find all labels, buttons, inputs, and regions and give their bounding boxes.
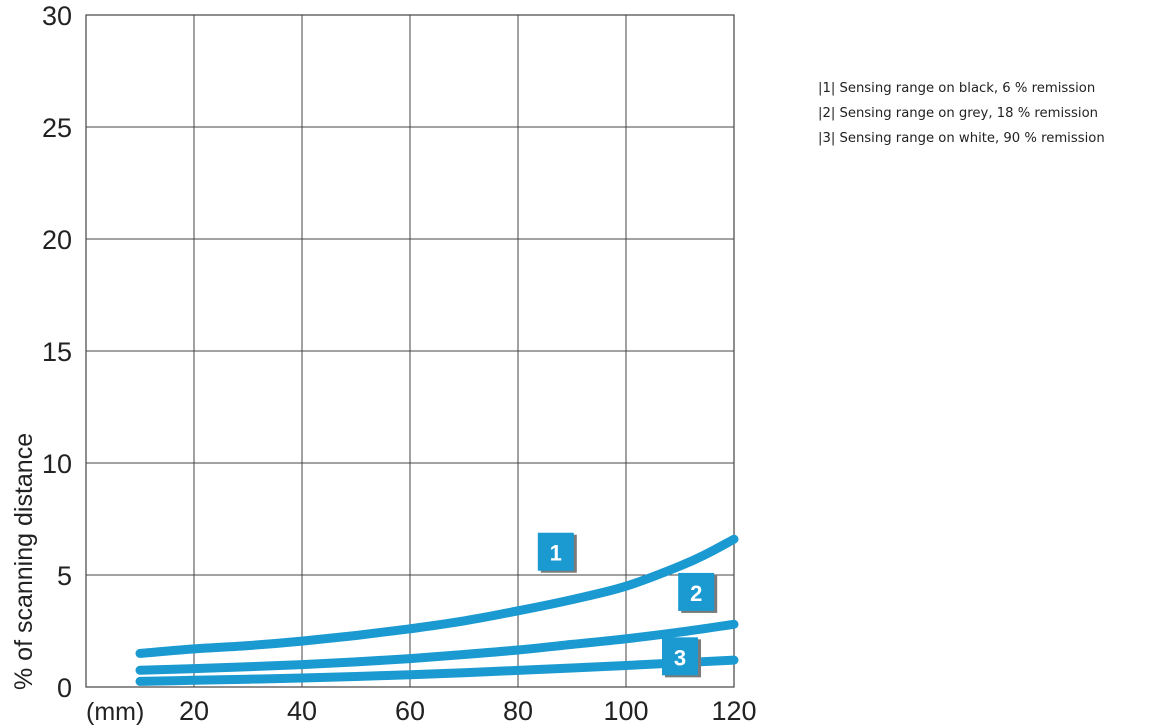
- y-tick-label: 10: [42, 449, 72, 479]
- legend-item-grey: |2| Sensing range on grey, 18 % remissio…: [818, 106, 1099, 121]
- grid-layer: [85, 14, 735, 688]
- x-tick-label: 20: [179, 696, 209, 726]
- y-tick-label: 0: [57, 673, 72, 703]
- legend: |1| Sensing range on black, 6 % remissio…: [818, 76, 1173, 151]
- series-line-1: [135, 534, 739, 658]
- badge-layer: 1 2 3: [537, 532, 718, 678]
- x-unit-label: (mm): [86, 698, 144, 726]
- x-tick-label: 100: [603, 696, 648, 726]
- y-axis-label: % of scanning distance: [10, 433, 38, 690]
- x-tick-label: 40: [287, 696, 317, 726]
- legend-item-white: |3| Sensing range on white, 90 % remissi…: [818, 131, 1105, 146]
- y-tick-label: 15: [42, 337, 72, 367]
- badge-label: 3: [674, 645, 686, 670]
- series-badge-2: 2: [678, 572, 718, 613]
- y-tick-label: 25: [42, 113, 72, 143]
- badge-label: 2: [690, 581, 702, 606]
- series-badge-3: 3: [662, 637, 701, 678]
- y-tick-label: 20: [42, 225, 72, 255]
- series-line-2: [135, 619, 739, 675]
- badge-box: [537, 532, 574, 571]
- badge-label: 1: [550, 541, 562, 566]
- y-tick-label: 30: [42, 1, 72, 31]
- x-tick-label: 60: [395, 696, 425, 726]
- x-tick-label: 120: [711, 696, 756, 726]
- badge-box: [678, 572, 715, 611]
- tick-layer: 0 5 10 15 20 25 30 20 40 60 80 100 120: [42, 1, 757, 726]
- x-tick-label: 80: [503, 696, 533, 726]
- legend-item-black: |1| Sensing range on black, 6 % remissio…: [818, 81, 1096, 96]
- curve-layer: [135, 534, 739, 686]
- series-line-3: [135, 655, 739, 686]
- series-badge-1: 1: [537, 532, 577, 573]
- y-tick-label: 5: [57, 561, 72, 591]
- badge-box: [662, 637, 698, 676]
